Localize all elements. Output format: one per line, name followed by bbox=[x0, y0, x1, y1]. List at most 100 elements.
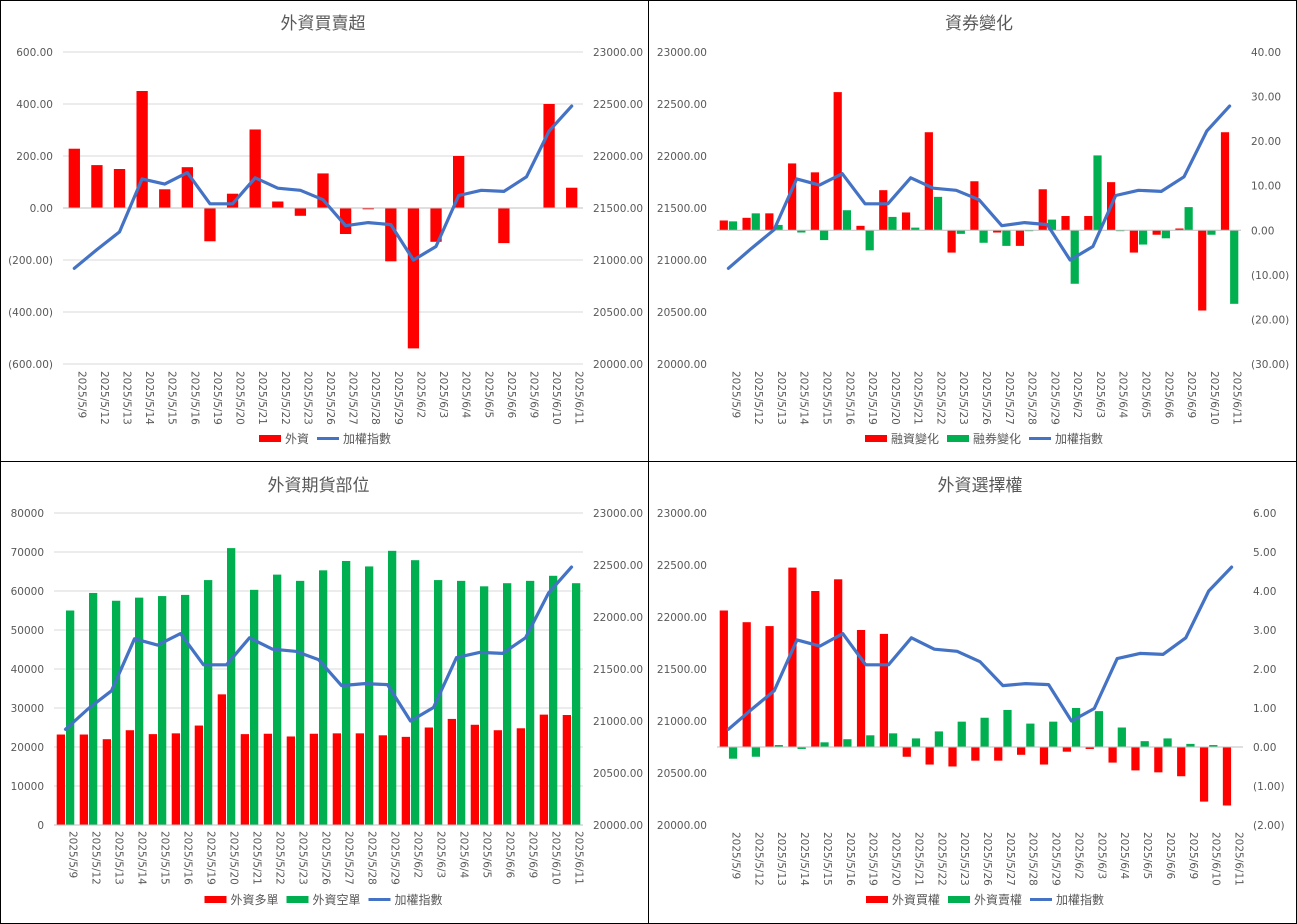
right-axis-tick-label: 20000.00 bbox=[593, 820, 643, 832]
x-axis-tick-label: 2025/5/16 bbox=[182, 831, 194, 885]
x-axis-tick-label: 2025/6/2 bbox=[1072, 832, 1084, 879]
legend-label: 外資賣權 bbox=[974, 892, 1022, 907]
x-axis-tick-label: 2025/5/21 bbox=[912, 832, 924, 886]
x-axis-tick-label: 2025/5/23 bbox=[301, 371, 313, 425]
right-axis-tick-label: 2.00 bbox=[1253, 664, 1276, 676]
bar bbox=[562, 715, 571, 825]
x-axis-tick-label: 2025/5/12 bbox=[98, 371, 110, 425]
legend-swatch bbox=[947, 435, 969, 442]
bar bbox=[388, 550, 397, 825]
bar bbox=[263, 733, 272, 825]
bar bbox=[294, 208, 307, 216]
bar bbox=[1026, 723, 1035, 747]
right-axis-tick-label: 23000.00 bbox=[593, 47, 643, 59]
x-axis-tick-label: 2025/6/4 bbox=[1117, 371, 1129, 418]
bar bbox=[194, 725, 203, 825]
bar bbox=[240, 734, 249, 825]
bar bbox=[539, 714, 548, 825]
x-axis-tick-label: 2025/5/23 bbox=[297, 831, 309, 885]
bar bbox=[516, 728, 525, 825]
bar bbox=[1039, 747, 1049, 765]
bar bbox=[549, 575, 558, 825]
bar bbox=[572, 583, 581, 825]
x-axis-tick-label: 2025/5/21 bbox=[251, 831, 263, 885]
right-axis-tick-label: 22500.00 bbox=[593, 99, 643, 111]
bar bbox=[362, 208, 374, 210]
bar bbox=[1093, 155, 1102, 231]
x-axis-tick-label: 2025/5/21 bbox=[912, 371, 924, 425]
bar bbox=[728, 747, 738, 759]
right-axis-tick-label: 4.00 bbox=[1253, 586, 1276, 598]
x-axis-tick-label: 2025/5/26 bbox=[980, 371, 992, 425]
foreign-futures-position-chart: 外資期貨部位 0 10000 20000 30000 40000 50000 60000 700… bbox=[11, 476, 644, 907]
x-axis-tick-label: 2025/5/29 bbox=[389, 831, 401, 885]
legend-swatch bbox=[204, 896, 227, 903]
bar bbox=[125, 730, 134, 825]
bar bbox=[411, 560, 420, 825]
x-axis-tick-label: 2025/5/19 bbox=[867, 832, 879, 886]
x-axis-tick-label: 2025/6/11 bbox=[573, 831, 585, 885]
left-axis-tick-label: 70000 bbox=[11, 547, 44, 559]
legend-label: 融券變化 bbox=[973, 431, 1021, 446]
bar bbox=[1175, 228, 1184, 231]
bar bbox=[1230, 230, 1239, 304]
bar bbox=[820, 230, 829, 241]
x-axis-tick-label: 2025/5/22 bbox=[279, 371, 291, 425]
x-axis-tick-label: 2025/6/11 bbox=[1233, 832, 1245, 886]
bar bbox=[820, 742, 829, 747]
right-axis-tick-label: 20500.00 bbox=[593, 307, 643, 319]
bar bbox=[934, 731, 943, 747]
x-axis-tick-label: 2025/6/6 bbox=[504, 831, 516, 878]
x-axis-tick-label: 2025/5/20 bbox=[228, 831, 240, 885]
x-axis-tick-label: 2025/5/14 bbox=[136, 831, 148, 885]
bar bbox=[1108, 747, 1117, 763]
legend-label: 加權指數 bbox=[343, 431, 391, 446]
bar bbox=[742, 217, 751, 231]
chart-title: 資券變化 bbox=[945, 14, 1013, 34]
right-axis-tick-label: 0.00 bbox=[1251, 225, 1274, 237]
bar bbox=[136, 91, 148, 208]
legend-swatch bbox=[865, 435, 887, 442]
right-axis-tick-label: 21000.00 bbox=[593, 255, 643, 267]
bar bbox=[788, 163, 797, 231]
bar bbox=[226, 193, 239, 208]
bar bbox=[447, 718, 456, 825]
right-axis-tick-label: (20.00) bbox=[1251, 314, 1289, 326]
bar bbox=[1198, 230, 1207, 311]
bar bbox=[979, 230, 988, 243]
bar bbox=[1220, 132, 1230, 231]
margin-short-change-panel: 資券變化 20000.00 20500.00 21000.00 21500.00 2200… bbox=[648, 0, 1297, 463]
foreign-futures-position-panel: 外資期貨部位 0 10000 20000 30000 40000 50000 60000 700… bbox=[0, 461, 650, 924]
bar bbox=[911, 227, 920, 231]
right-axis-tick-label: 20500.00 bbox=[593, 768, 643, 780]
bar bbox=[774, 224, 783, 231]
x-axis-tick-label: 2025/6/2 bbox=[412, 831, 424, 878]
x-axis-tick-label: 2025/5/15 bbox=[166, 371, 178, 425]
x-axis-tick-label: 2025/5/13 bbox=[775, 832, 787, 886]
bar bbox=[317, 173, 329, 208]
bar bbox=[1015, 230, 1025, 246]
x-axis-tick-label: 2025/6/2 bbox=[414, 371, 426, 418]
bar bbox=[543, 104, 555, 208]
bar bbox=[1094, 711, 1104, 747]
bar bbox=[811, 591, 820, 747]
bar bbox=[1085, 747, 1094, 749]
legend-label: 加權指數 bbox=[1056, 892, 1104, 907]
bar bbox=[751, 213, 760, 231]
bar bbox=[980, 717, 989, 747]
x-axis-tick-label: 2025/5/12 bbox=[90, 831, 102, 885]
x-axis-tick-label: 2025/6/9 bbox=[1187, 832, 1199, 879]
foreign-net-buy-sell-chart: 外資買賣超 (600.00) (400.00) (200.00) 0.00 200.00 4… bbox=[8, 14, 643, 446]
x-axis-tick-label: 2025/6/5 bbox=[1139, 371, 1151, 418]
right-axis-tick-label: 1.00 bbox=[1253, 703, 1276, 715]
bar bbox=[89, 592, 98, 825]
right-axis-tick-label: 0.00 bbox=[1253, 742, 1276, 754]
bar bbox=[1117, 727, 1126, 747]
x-axis-tick-label: 2025/6/9 bbox=[527, 371, 539, 418]
x-axis-tick-label: 2025/6/11 bbox=[573, 371, 585, 425]
right-axis-tick-label: 3.00 bbox=[1253, 625, 1276, 637]
foreign-options-panel: 外資選擇權 20000.00 20500.00 21000.00 21500.00 220… bbox=[648, 461, 1297, 924]
right-axis-tick-label: 6.00 bbox=[1253, 508, 1276, 520]
bar bbox=[342, 560, 351, 825]
x-axis-tick-label: 2025/6/9 bbox=[1185, 371, 1197, 418]
